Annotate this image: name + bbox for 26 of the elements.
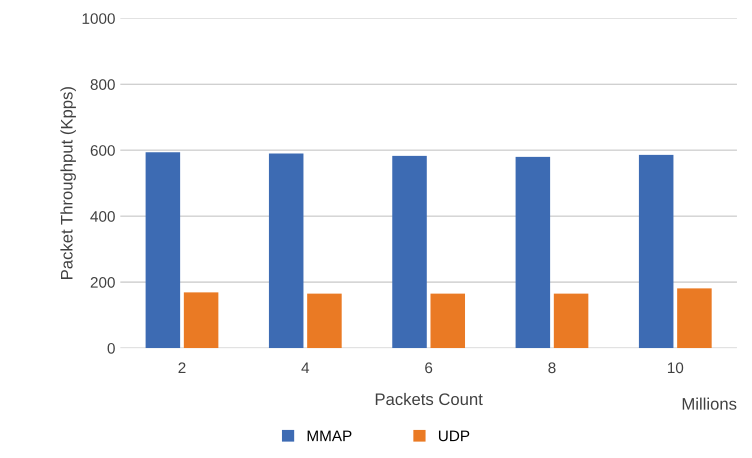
x-tick-label: 4 <box>301 362 310 374</box>
y-tick-label: 200 <box>90 276 115 288</box>
bar <box>430 294 466 348</box>
bar <box>184 292 218 348</box>
legend-label: UDP <box>438 430 470 442</box>
y-tick-label: 0 <box>108 342 115 354</box>
x-tick-label: 8 <box>548 362 556 374</box>
bar <box>554 294 588 348</box>
bar <box>268 154 304 348</box>
y-tick-label: 1000 <box>82 13 115 24</box>
y-axis-title: Packet Throughput (Kpps) <box>60 87 76 279</box>
text: Millions <box>682 398 736 410</box>
x-axis-title: Packets Count <box>376 392 483 406</box>
y-tick-label: 800 <box>90 79 115 90</box>
legend-label: MMAP <box>308 430 352 442</box>
bar <box>146 152 180 348</box>
bar <box>677 288 712 348</box>
bar <box>638 154 674 348</box>
bar <box>392 156 427 348</box>
bar <box>516 156 550 348</box>
y-tick-label: 600 <box>90 145 115 156</box>
bar <box>307 294 342 348</box>
x-tick-label: 2 <box>178 362 186 374</box>
y-tick-label: 400 <box>90 211 115 222</box>
x-tick-label: 10 <box>668 362 684 374</box>
x-tick-label: 6 <box>425 362 432 374</box>
